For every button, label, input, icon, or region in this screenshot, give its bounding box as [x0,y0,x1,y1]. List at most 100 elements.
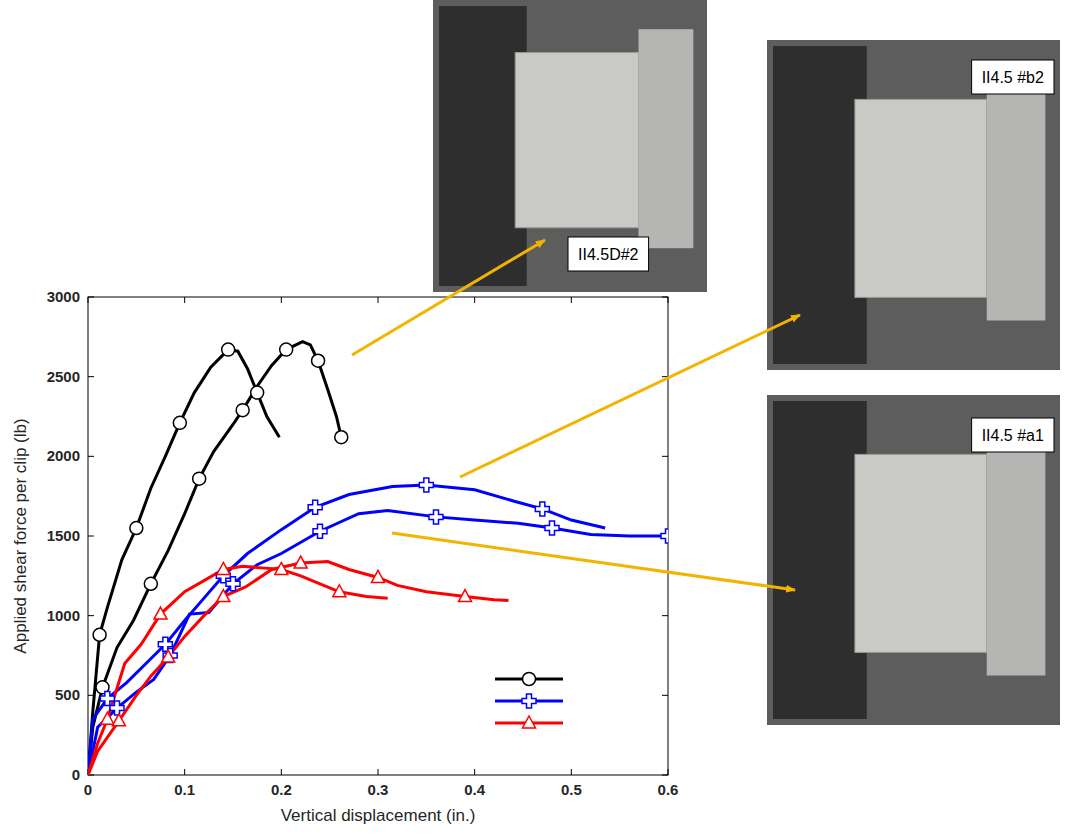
marker [236,404,249,417]
legend-marker [523,716,536,728]
x-tick [474,769,475,775]
x-tick-label: 0 [84,781,92,798]
x-tick [474,297,475,303]
marker [333,585,346,597]
arrow [352,240,545,355]
series-line [88,511,668,775]
plot-frame [88,297,668,775]
x-tick-label: 0.5 [561,781,582,798]
y-tick-label: 1000 [47,607,80,624]
marker [162,650,175,662]
y-axis-title: Applied shear force per clip (lb) [11,418,30,653]
photo: II4.5 #b2 [767,40,1060,370]
marker [222,343,235,356]
marker [93,628,106,641]
x-tick [281,769,282,775]
x-tick-label: 0.6 [658,781,679,798]
y-tick [662,297,668,298]
photo-clip [855,99,987,297]
x-tick [378,769,379,775]
y-tick [88,456,94,457]
marker [335,431,348,444]
y-tick [662,456,668,457]
x-tick [88,297,89,303]
marker [459,590,472,602]
x-tick [668,297,669,303]
photo-clip [515,53,638,228]
photo-stud [987,73,1046,321]
x-tick [184,297,185,303]
y-tick-label: 3000 [47,288,80,305]
marker [154,607,167,619]
y-tick [88,615,94,616]
marker [419,478,433,492]
photo-clip [855,454,987,652]
marker [110,701,124,715]
legend [495,673,563,729]
marker [251,386,264,399]
x-tick-label: 0.4 [464,781,486,798]
photo-column [773,46,867,364]
x-tick [378,297,379,303]
marker [312,354,325,367]
photo-column [439,6,527,286]
y-tick-label: 1500 [47,527,80,544]
marker [294,556,307,568]
marker [308,500,322,514]
y-tick-label: 2500 [47,368,80,385]
marker [193,472,206,485]
x-tick-label: 0.3 [368,781,389,798]
marker [217,562,230,574]
y-tick-label: 2000 [47,447,80,464]
y-tick [662,695,668,696]
series-line [88,350,279,775]
marker [101,712,114,724]
photo-label: II4.5D#2 [578,246,639,263]
marker [535,502,549,516]
legend-marker [523,673,536,686]
photo-label-box [972,418,1054,452]
marker [372,570,385,582]
photo-label-box [972,60,1054,94]
photo: II4.5D#2 [433,0,707,292]
y-tick [88,536,94,537]
marker [275,562,288,574]
x-tick [668,769,669,775]
photo-stud [639,29,694,248]
marker [217,590,230,602]
photo-bg [767,395,1060,725]
photo-bg [767,40,1060,370]
arrow [460,315,800,477]
marker [130,522,143,535]
photo-bg [433,0,707,292]
photo-column [773,401,867,719]
x-tick-label: 0.1 [174,781,195,798]
x-axis-title: Vertical displacement (in.) [281,806,476,825]
x-tick [281,297,282,303]
photo-stud [987,428,1046,676]
x-tick [571,297,572,303]
marker [429,510,443,524]
marker [226,577,240,591]
marker [112,714,125,726]
x-tick [571,769,572,775]
photo-label-box [568,237,649,271]
marker [661,529,668,543]
legend-marker [522,694,536,708]
x-tick [184,769,185,775]
photo-label: II4.5 #b2 [982,69,1044,86]
y-tick [662,775,668,776]
y-tick-label: 0 [72,766,80,783]
photo-label: II4.5 #a1 [982,427,1044,444]
marker [144,577,157,590]
marker [280,343,293,356]
marker [313,524,327,538]
marker [173,416,186,429]
series-line [88,485,605,775]
marker [545,521,559,535]
arrow [392,533,795,590]
y-tick [88,297,94,298]
series-line [88,566,388,775]
y-tick [88,376,94,377]
x-tick-label: 0.2 [271,781,292,798]
